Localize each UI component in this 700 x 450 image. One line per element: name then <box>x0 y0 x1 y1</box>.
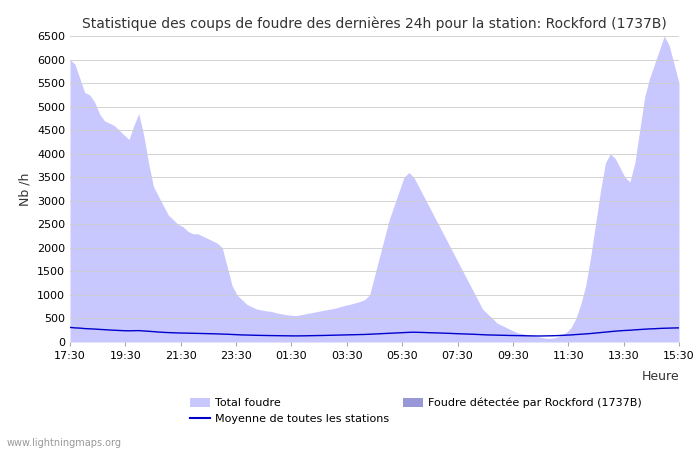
Text: www.lightningmaps.org: www.lightningmaps.org <box>7 438 122 448</box>
Legend: Total foudre, Moyenne de toutes les stations, Foudre détectée par Rockford (1737: Total foudre, Moyenne de toutes les stat… <box>186 393 646 429</box>
Text: Heure: Heure <box>641 369 679 382</box>
Title: Statistique des coups de foudre des dernières 24h pour la station: Rockford (173: Statistique des coups de foudre des dern… <box>82 16 667 31</box>
Y-axis label: Nb /h: Nb /h <box>18 172 32 206</box>
